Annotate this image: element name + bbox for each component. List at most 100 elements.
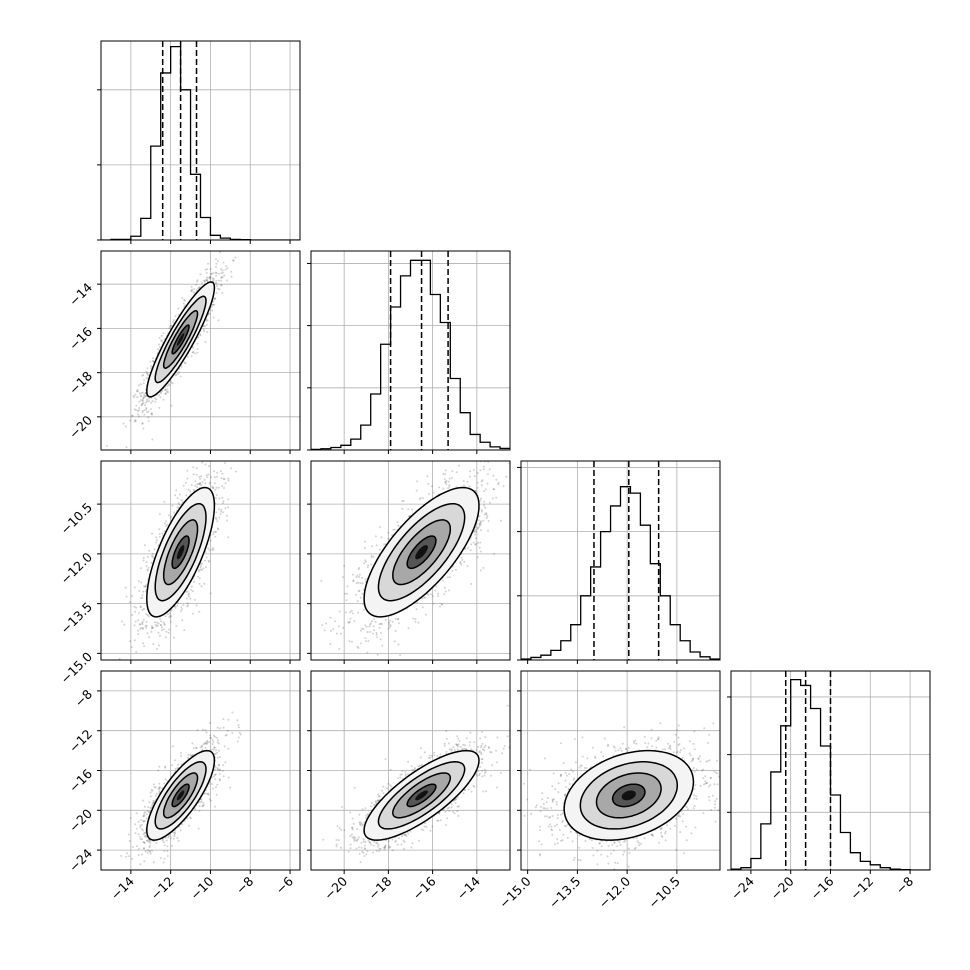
scatter-point (211, 309, 214, 312)
scatter-point (204, 463, 207, 466)
scatter-point (225, 279, 228, 282)
scatter-point (141, 628, 144, 630)
scatter-point (214, 488, 217, 491)
scatter-point (309, 678, 311, 680)
scatter-point (140, 567, 142, 570)
scatter-point (146, 568, 149, 571)
scatter-point (174, 315, 177, 318)
scatter-point (219, 513, 222, 516)
scatter-point (381, 644, 384, 647)
hist-panel-0-content (101, 41, 300, 240)
scatter-point (225, 265, 228, 268)
scatter-point (142, 590, 145, 593)
scatter-point (473, 475, 476, 478)
scatter-point (140, 597, 142, 600)
scatter-point (147, 410, 150, 413)
scatter-point (144, 585, 147, 588)
scatter-point (170, 609, 173, 612)
scatter-point (162, 621, 165, 624)
scatter-point (178, 493, 181, 496)
scatter-point (139, 395, 142, 398)
scatter-point (206, 279, 209, 282)
scatter-point (213, 482, 216, 485)
scatter-point (141, 397, 144, 400)
scatter-point (444, 473, 447, 476)
scatter-point (137, 415, 140, 418)
scatter-point (173, 636, 175, 639)
scatter-point (212, 316, 215, 319)
scatter-panel-1-0 (100, 250, 301, 451)
scatter-point (188, 592, 190, 595)
scatter-point (220, 279, 223, 282)
scatter-point (130, 414, 133, 417)
scatter-point (215, 486, 218, 489)
scatter-point (389, 624, 392, 627)
scatter-point (388, 621, 391, 624)
scatter-point (154, 623, 157, 626)
scatter-point (214, 496, 217, 499)
scatter-point (380, 536, 383, 539)
scatter-point (480, 509, 483, 512)
scatter-point (208, 276, 211, 279)
scatter-point (151, 555, 154, 558)
scatter-point (203, 330, 205, 333)
scatter-point (134, 610, 136, 613)
scatter-point (137, 619, 140, 622)
scatter-point (500, 519, 502, 522)
scatter-point (151, 627, 154, 629)
scatter-point (480, 497, 482, 500)
scatter-point (222, 500, 225, 503)
scatter-point (186, 477, 189, 480)
scatter-point (222, 477, 225, 480)
scatter-point (427, 493, 430, 495)
scatter-point (397, 524, 400, 527)
scatter-point (186, 590, 189, 593)
scatter-point (185, 494, 188, 497)
scatter-point (137, 384, 140, 387)
scatter-point (220, 508, 223, 511)
scatter-point (163, 622, 166, 625)
scatter-point (323, 629, 326, 632)
contour-line (171, 535, 190, 570)
scatter-point (214, 297, 217, 300)
scatter-point (227, 498, 230, 501)
scatter-point (221, 276, 224, 279)
scatter-point (415, 608, 418, 611)
scatter-point (135, 404, 138, 407)
scatter-point (133, 420, 136, 423)
scatter-point (150, 630, 153, 633)
scatter-point (145, 376, 148, 379)
scatter-point (371, 620, 374, 623)
scatter-point (140, 626, 143, 629)
scatter-point (138, 409, 141, 412)
scatter-point (474, 489, 477, 492)
scatter-point (359, 642, 362, 645)
scatter-point (223, 478, 226, 481)
scatter-point (152, 357, 155, 360)
scatter-point (145, 584, 148, 587)
scatter-point (341, 576, 344, 579)
scatter-point (387, 531, 390, 534)
scatter-point (394, 630, 397, 632)
scatter-point (479, 541, 482, 544)
scatter-point (166, 388, 169, 391)
scatter-point (214, 516, 217, 519)
scatter-point (192, 612, 194, 615)
scatter-point (220, 272, 223, 275)
scatter-point (359, 582, 362, 585)
scatter-point (158, 533, 161, 535)
scatter-point (151, 625, 153, 628)
scatter-point (378, 623, 381, 626)
scatter-point (139, 623, 142, 626)
scatter-point (484, 506, 487, 509)
scatter-point (375, 632, 378, 634)
scatter-point (370, 554, 373, 557)
scatter-point (200, 564, 203, 567)
scatter-point (199, 482, 202, 485)
scatter-point (437, 592, 440, 595)
scatter-point (359, 629, 362, 632)
scatter-point (218, 288, 221, 291)
scatter-point (470, 582, 473, 585)
scatter-point (190, 285, 193, 288)
scatter-point (138, 623, 141, 626)
